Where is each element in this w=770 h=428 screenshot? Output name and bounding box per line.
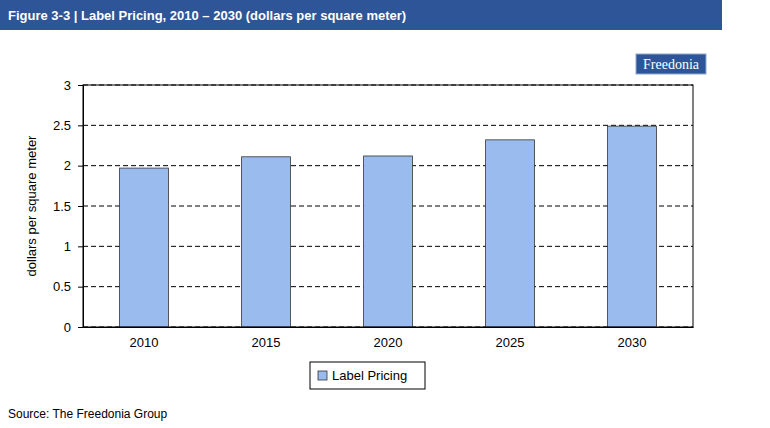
x-tick-label: 2010	[130, 335, 159, 350]
x-tick: 2010	[130, 327, 159, 350]
x-tick: 2030	[618, 327, 647, 350]
y-tick-label: 3	[64, 78, 71, 93]
y-tick-label: 0	[64, 320, 71, 335]
y-tick-label: 2.5	[53, 118, 71, 133]
x-tick: 2025	[496, 327, 525, 350]
x-axis-line	[84, 327, 694, 328]
y-tick-mark	[78, 287, 83, 288]
legend-label: Label Pricing	[332, 368, 407, 383]
plot-frame	[83, 85, 693, 327]
chart: Figure 3-3 | Label Pricing, 2010 – 2030 …	[0, 0, 770, 428]
x-axis: 2010 2015 2020 2025 2030	[84, 327, 694, 350]
y-tick-mark	[78, 85, 83, 86]
legend-box	[310, 362, 425, 389]
bar	[364, 156, 413, 327]
y-tick: 3	[64, 78, 83, 93]
x-tick: 2015	[252, 327, 281, 350]
y-tick-label: 0.5	[53, 279, 71, 294]
x-tick-label: 2020	[374, 335, 403, 350]
y-tick-label: 2	[64, 158, 71, 173]
y-tick: 0.5	[53, 279, 83, 294]
x-tick-label: 2015	[252, 335, 281, 350]
bar	[242, 157, 291, 327]
y-axis-line	[78, 86, 84, 328]
y-tick-mark	[78, 246, 83, 247]
x-tick: 2020	[374, 327, 403, 350]
bars	[120, 126, 657, 327]
y-tick: 1	[64, 239, 83, 254]
legend-swatch	[318, 371, 327, 380]
grid-line	[83, 125, 693, 126]
y-axis: 0 0.5 1 1.5 2 2.5 3	[53, 78, 84, 335]
y-tick: 1.5	[53, 199, 83, 214]
logo-box	[636, 54, 706, 74]
y-tick-mark	[78, 166, 83, 167]
source: Source: The Freedonia Group	[8, 407, 168, 421]
y-tick: 2.5	[53, 118, 83, 133]
x-tick-label: 2025	[496, 335, 525, 350]
grid	[83, 85, 693, 327]
y-tick-label: 1.5	[53, 199, 71, 214]
header-bar	[0, 0, 722, 30]
y-axis-title: dollars per square meter	[24, 135, 39, 277]
legend: Label Pricing	[310, 362, 425, 389]
bar	[608, 126, 657, 327]
title: Figure 3-3 | Label Pricing, 2010 – 2030 …	[8, 8, 406, 23]
x-tick-label: 2030	[618, 335, 647, 350]
y-tick-mark	[78, 125, 83, 126]
y-tick: 0	[64, 320, 83, 335]
y-tick-mark	[78, 327, 83, 328]
y-tick: 2	[64, 158, 83, 173]
bar	[486, 140, 535, 327]
y-tick-label: 1	[64, 239, 71, 254]
logo: Freedonia	[643, 57, 700, 72]
bar	[120, 168, 169, 327]
y-tick-mark	[78, 206, 83, 207]
